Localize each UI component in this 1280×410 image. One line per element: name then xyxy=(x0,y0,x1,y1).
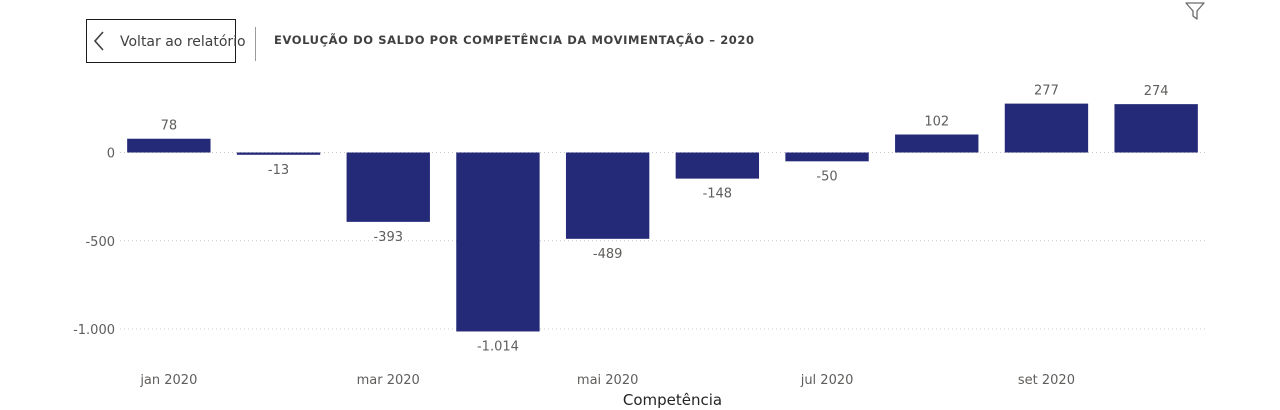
data-label: -1.014 xyxy=(477,339,519,354)
bar xyxy=(1004,103,1089,153)
data-label: 78 xyxy=(161,119,178,134)
data-label: 277 xyxy=(1034,84,1059,99)
x-tick-label: set 2020 xyxy=(1018,373,1075,388)
data-label: 274 xyxy=(1144,84,1169,99)
x-axis-title: Competência xyxy=(623,391,722,409)
bar xyxy=(236,152,321,155)
bar xyxy=(895,134,979,153)
bar xyxy=(456,152,540,332)
chevron-left-icon xyxy=(93,31,104,51)
data-label: -13 xyxy=(268,163,289,178)
x-tick-label: mai 2020 xyxy=(577,373,638,388)
x-tick-label: jan 2020 xyxy=(139,373,197,388)
x-tick-label: mar 2020 xyxy=(357,373,420,388)
header-divider xyxy=(255,27,256,61)
chart-title: EVOLUÇÃO DO SALDO POR COMPETÊNCIA DA MOV… xyxy=(274,33,755,47)
bar xyxy=(785,152,869,162)
back-to-report-button[interactable]: Voltar ao relatório xyxy=(86,19,246,63)
bar xyxy=(1114,104,1198,153)
y-tick-label: 0 xyxy=(107,147,115,162)
bar xyxy=(127,138,211,153)
bar xyxy=(346,152,430,222)
y-tick-label: -1.000 xyxy=(73,323,115,338)
data-label: -393 xyxy=(373,230,403,245)
data-label: -148 xyxy=(703,187,733,202)
y-tick-label: -500 xyxy=(85,235,115,250)
data-label: -489 xyxy=(593,247,623,262)
filter-icon[interactable] xyxy=(1184,1,1206,21)
bar xyxy=(675,152,760,179)
x-tick-label: jul 2020 xyxy=(800,373,854,388)
bar xyxy=(565,152,650,239)
data-label: 102 xyxy=(924,114,949,129)
data-label: -50 xyxy=(816,169,837,184)
back-button-label: Voltar ao relatório xyxy=(120,34,246,50)
